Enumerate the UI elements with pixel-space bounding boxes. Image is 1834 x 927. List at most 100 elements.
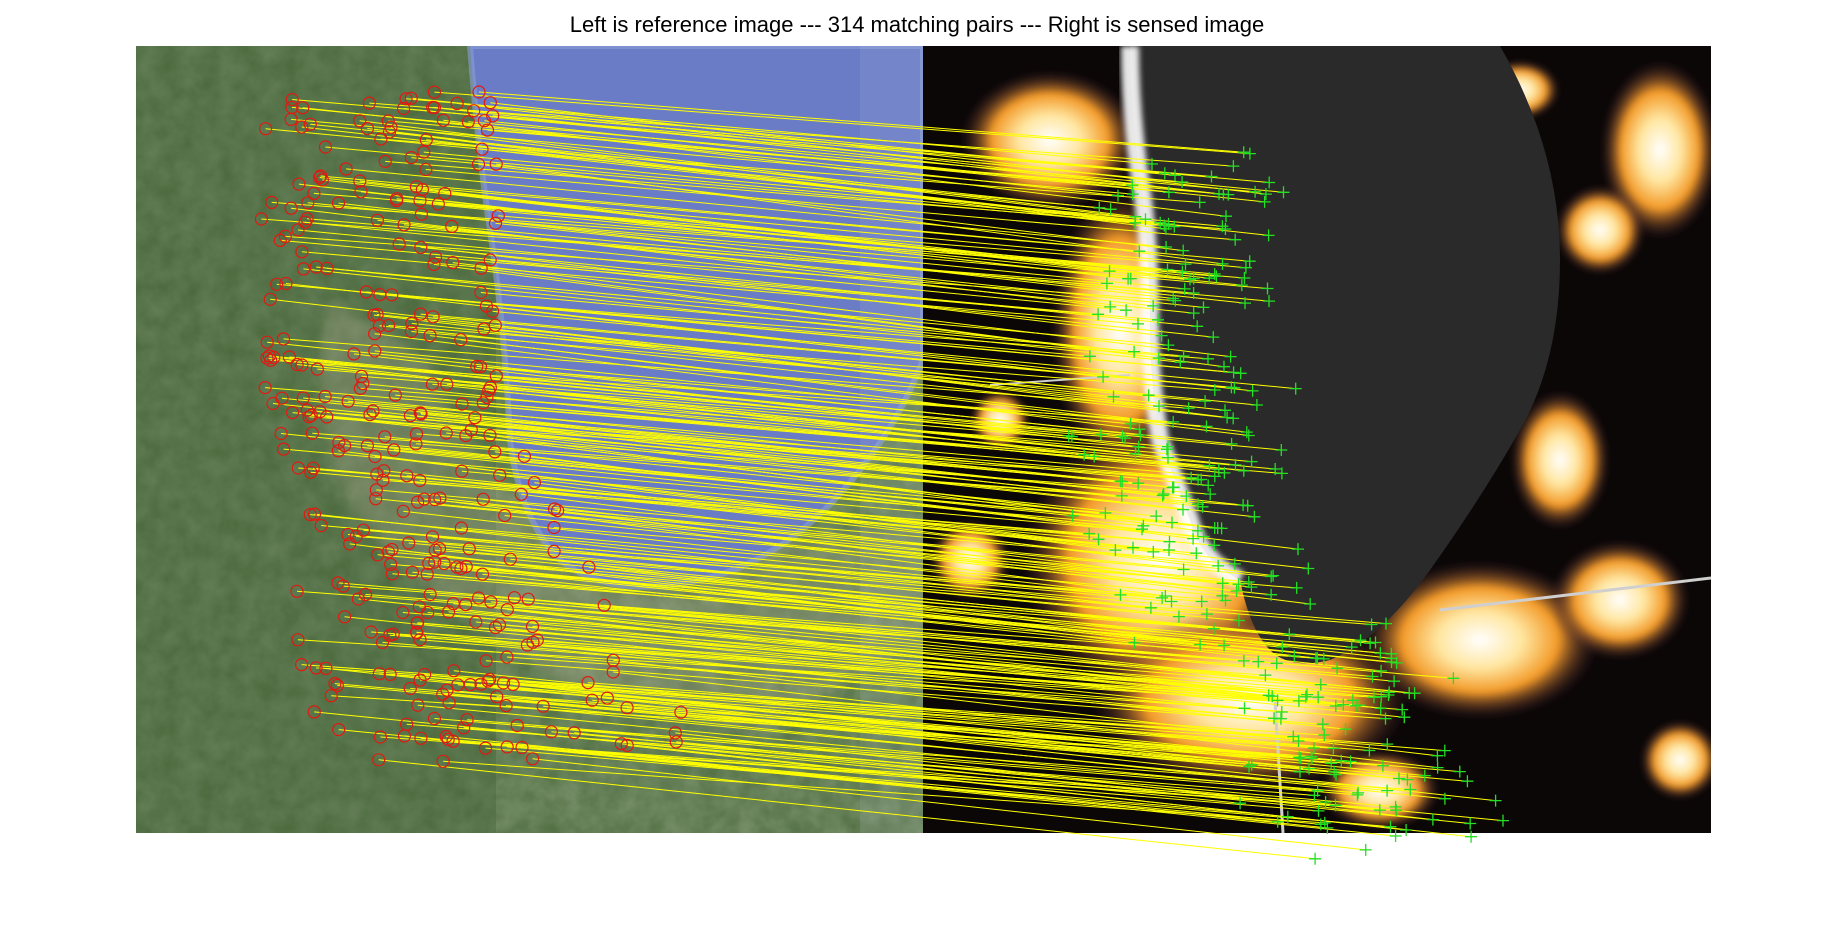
match-line [489, 678, 1370, 751]
match-line [420, 679, 1332, 764]
reference-keypoint [277, 442, 291, 456]
sensed-keypoint [1132, 477, 1145, 490]
sensed-keypoint [1128, 636, 1141, 649]
sensed-keypoint [1379, 712, 1392, 725]
sensed-keypoint [1312, 804, 1325, 817]
reference-keypoint [483, 428, 497, 442]
sensed-keypoint [1200, 420, 1213, 433]
sensed-keypoint [1120, 304, 1133, 317]
sensed-keypoint [1210, 270, 1223, 283]
sensed-keypoint [1335, 754, 1348, 767]
match-line [281, 397, 1121, 482]
sensed-keypoint [1157, 488, 1170, 500]
reference-keypoint [483, 380, 497, 394]
match-line [311, 414, 1164, 495]
sensed-keypoint [1176, 176, 1189, 188]
match-line [680, 711, 1496, 802]
reference-keypoint [486, 109, 500, 123]
sensed-keypoint [1134, 429, 1147, 442]
sensed-keypoint [1464, 817, 1477, 830]
match-line [492, 310, 1296, 390]
sensed-keypoint [1150, 510, 1163, 523]
match-line [298, 467, 1090, 535]
reference-keypoint [347, 347, 361, 361]
sensed-keypoint [1380, 617, 1392, 630]
reference-keypoint [426, 310, 440, 324]
reference-keypoint [369, 483, 383, 497]
sensed-keypoint [1220, 210, 1232, 223]
reference-keypoint [387, 443, 401, 457]
reference-keypoint [374, 132, 388, 146]
sensed-keypoint [1162, 186, 1175, 199]
reference-keypoint [324, 689, 338, 703]
reference-keypoint [303, 507, 317, 522]
reference-keypoint [328, 676, 342, 691]
reference-keypoint [385, 567, 399, 581]
reference-keypoint [582, 560, 596, 574]
reference-keypoint [455, 397, 469, 411]
reference-keypoint [338, 610, 352, 624]
sensed-keypoint [1219, 404, 1231, 417]
reference-keypoint [384, 557, 398, 572]
reference-keypoint [423, 329, 437, 343]
reference-keypoint [390, 194, 404, 208]
sensed-keypoint [1274, 712, 1287, 725]
sensed-keypoint [1314, 678, 1327, 691]
match-line [403, 510, 1163, 599]
sensed-keypoint [1344, 755, 1357, 768]
match-line [453, 603, 1321, 686]
reference-keypoint [292, 177, 306, 191]
sensed-keypoint [1202, 479, 1215, 492]
sensed-keypoint [1177, 244, 1190, 257]
reference-keypoint [674, 705, 688, 719]
sensed-keypoint [1114, 588, 1127, 601]
match-line [378, 759, 1316, 860]
reference-keypoint [279, 276, 293, 291]
reference-keypoint [343, 537, 357, 551]
reference-keypoint [378, 430, 392, 444]
reference-keypoint [309, 260, 323, 274]
sensed-keypoint [1167, 481, 1180, 494]
sensed-keypoint [1216, 577, 1229, 590]
sensed-keypoint [1177, 503, 1189, 516]
reference-keypoint [484, 595, 498, 609]
reference-keypoint [400, 469, 414, 483]
reference-keypoint [427, 85, 441, 99]
sensed-keypoint [1208, 470, 1221, 483]
reference-keypoint [409, 427, 424, 441]
reference-keypoint [547, 502, 562, 516]
match-line [434, 91, 1250, 155]
sensed-keypoint [1426, 813, 1439, 826]
sensed-keypoint [1216, 589, 1229, 602]
reference-keypoint [547, 544, 561, 559]
sensed-keypoint [1160, 241, 1173, 253]
match-line [417, 622, 1269, 696]
sensed-keypoint [1373, 804, 1386, 817]
sensed-keypoint [1129, 447, 1142, 460]
match-line [420, 246, 1198, 327]
sensed-keypoint [1128, 345, 1141, 358]
sensed-keypoint [1208, 539, 1221, 552]
match-line [420, 313, 1232, 388]
match-line [393, 633, 1275, 719]
match-line [496, 375, 1282, 451]
match-line [506, 705, 1388, 792]
match-line [369, 102, 1234, 167]
reference-keypoint [426, 100, 440, 115]
sensed-keypoint [1152, 352, 1165, 365]
match-line [325, 667, 1250, 768]
match-line [380, 138, 1200, 203]
reference-keypoint [668, 726, 682, 740]
sensed-keypoint [1408, 687, 1421, 700]
sensed-keypoint [1065, 430, 1078, 443]
reference-keypoint [517, 449, 532, 463]
sensed-keypoint [1337, 698, 1350, 711]
reference-keypoint [382, 318, 396, 333]
sensed-keypoint [1303, 762, 1315, 775]
match-line [460, 568, 1397, 664]
match-line [483, 328, 1257, 406]
reference-keypoint [483, 672, 497, 687]
match-line [474, 417, 1192, 479]
sensed-keypoint [1219, 223, 1232, 235]
reference-keypoint [467, 104, 481, 118]
